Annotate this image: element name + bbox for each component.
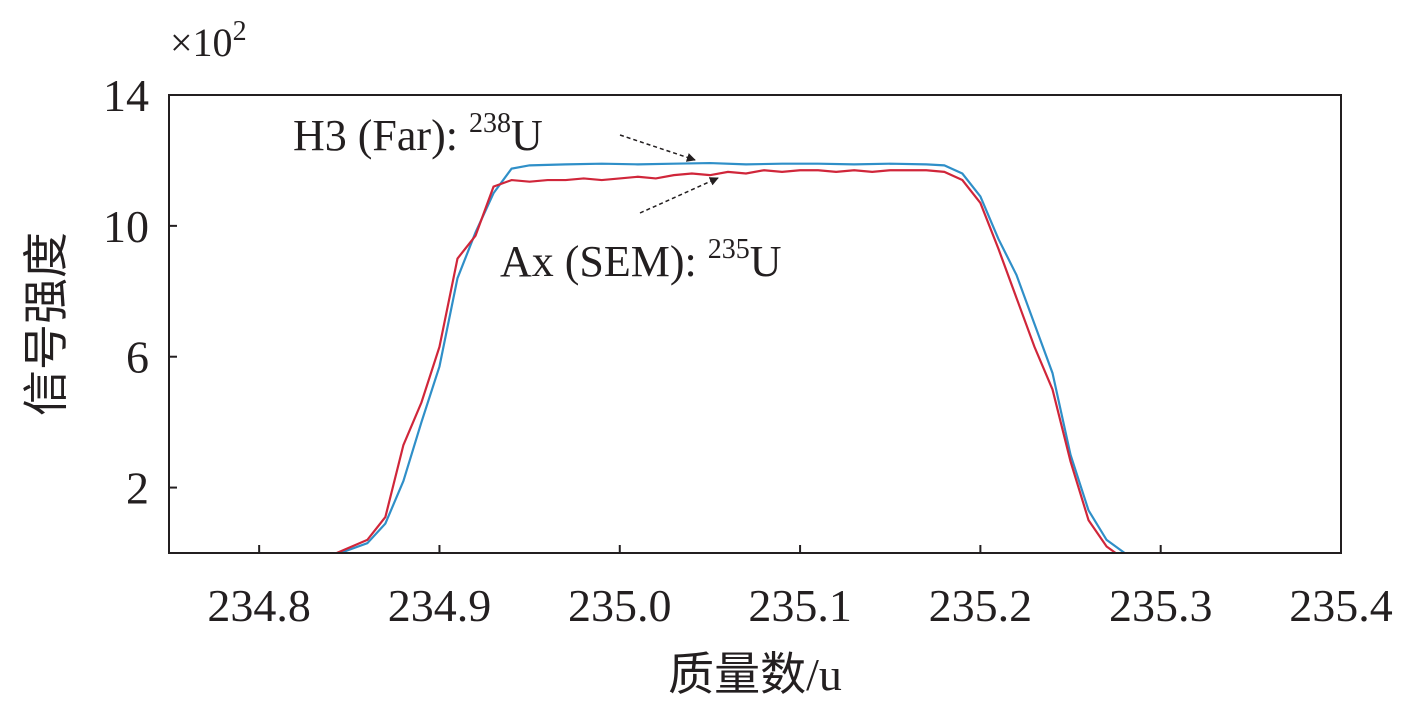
annotation-text: U bbox=[750, 237, 782, 286]
x-tick-label: 235.4 bbox=[1289, 580, 1393, 631]
y-axis-label: 信号强度 bbox=[21, 232, 72, 416]
y-multiplier-base: ×10 bbox=[170, 20, 233, 65]
annotation-arrow bbox=[639, 177, 719, 214]
x-tick-label: 234.9 bbox=[388, 580, 492, 631]
y-tick-label: 2 bbox=[126, 463, 149, 514]
y-tick-label: 14 bbox=[103, 70, 149, 121]
annotation: Ax (SEM): 235U bbox=[500, 234, 782, 286]
x-tick-label: 235.3 bbox=[1109, 580, 1213, 631]
y-tick-label: 6 bbox=[126, 332, 149, 383]
annotation-sup: 235 bbox=[708, 234, 750, 265]
plot-frame bbox=[168, 94, 1342, 554]
line bbox=[339, 161, 1126, 555]
x-tick-label: 235.0 bbox=[568, 580, 672, 631]
x-tick-label: 235.2 bbox=[929, 580, 1033, 631]
y-multiplier: ×102 bbox=[170, 16, 247, 65]
y-tick-label: 10 bbox=[103, 201, 149, 252]
annotation-text: U bbox=[511, 111, 543, 160]
x-tick-label: 234.8 bbox=[207, 580, 311, 631]
x-tick-label: 235.1 bbox=[748, 580, 852, 631]
y-multiplier-exp: 2 bbox=[233, 16, 247, 47]
x-axis-label: 质量数/u bbox=[668, 649, 842, 700]
annotation-sup: 238 bbox=[469, 108, 511, 139]
annotation-text: Ax (SEM): bbox=[500, 237, 708, 286]
annotation-text: H3 (Far): bbox=[293, 111, 469, 160]
line bbox=[336, 169, 1117, 555]
annotation-arrow bbox=[619, 134, 696, 162]
annotation: H3 (Far): 238U bbox=[293, 108, 543, 160]
